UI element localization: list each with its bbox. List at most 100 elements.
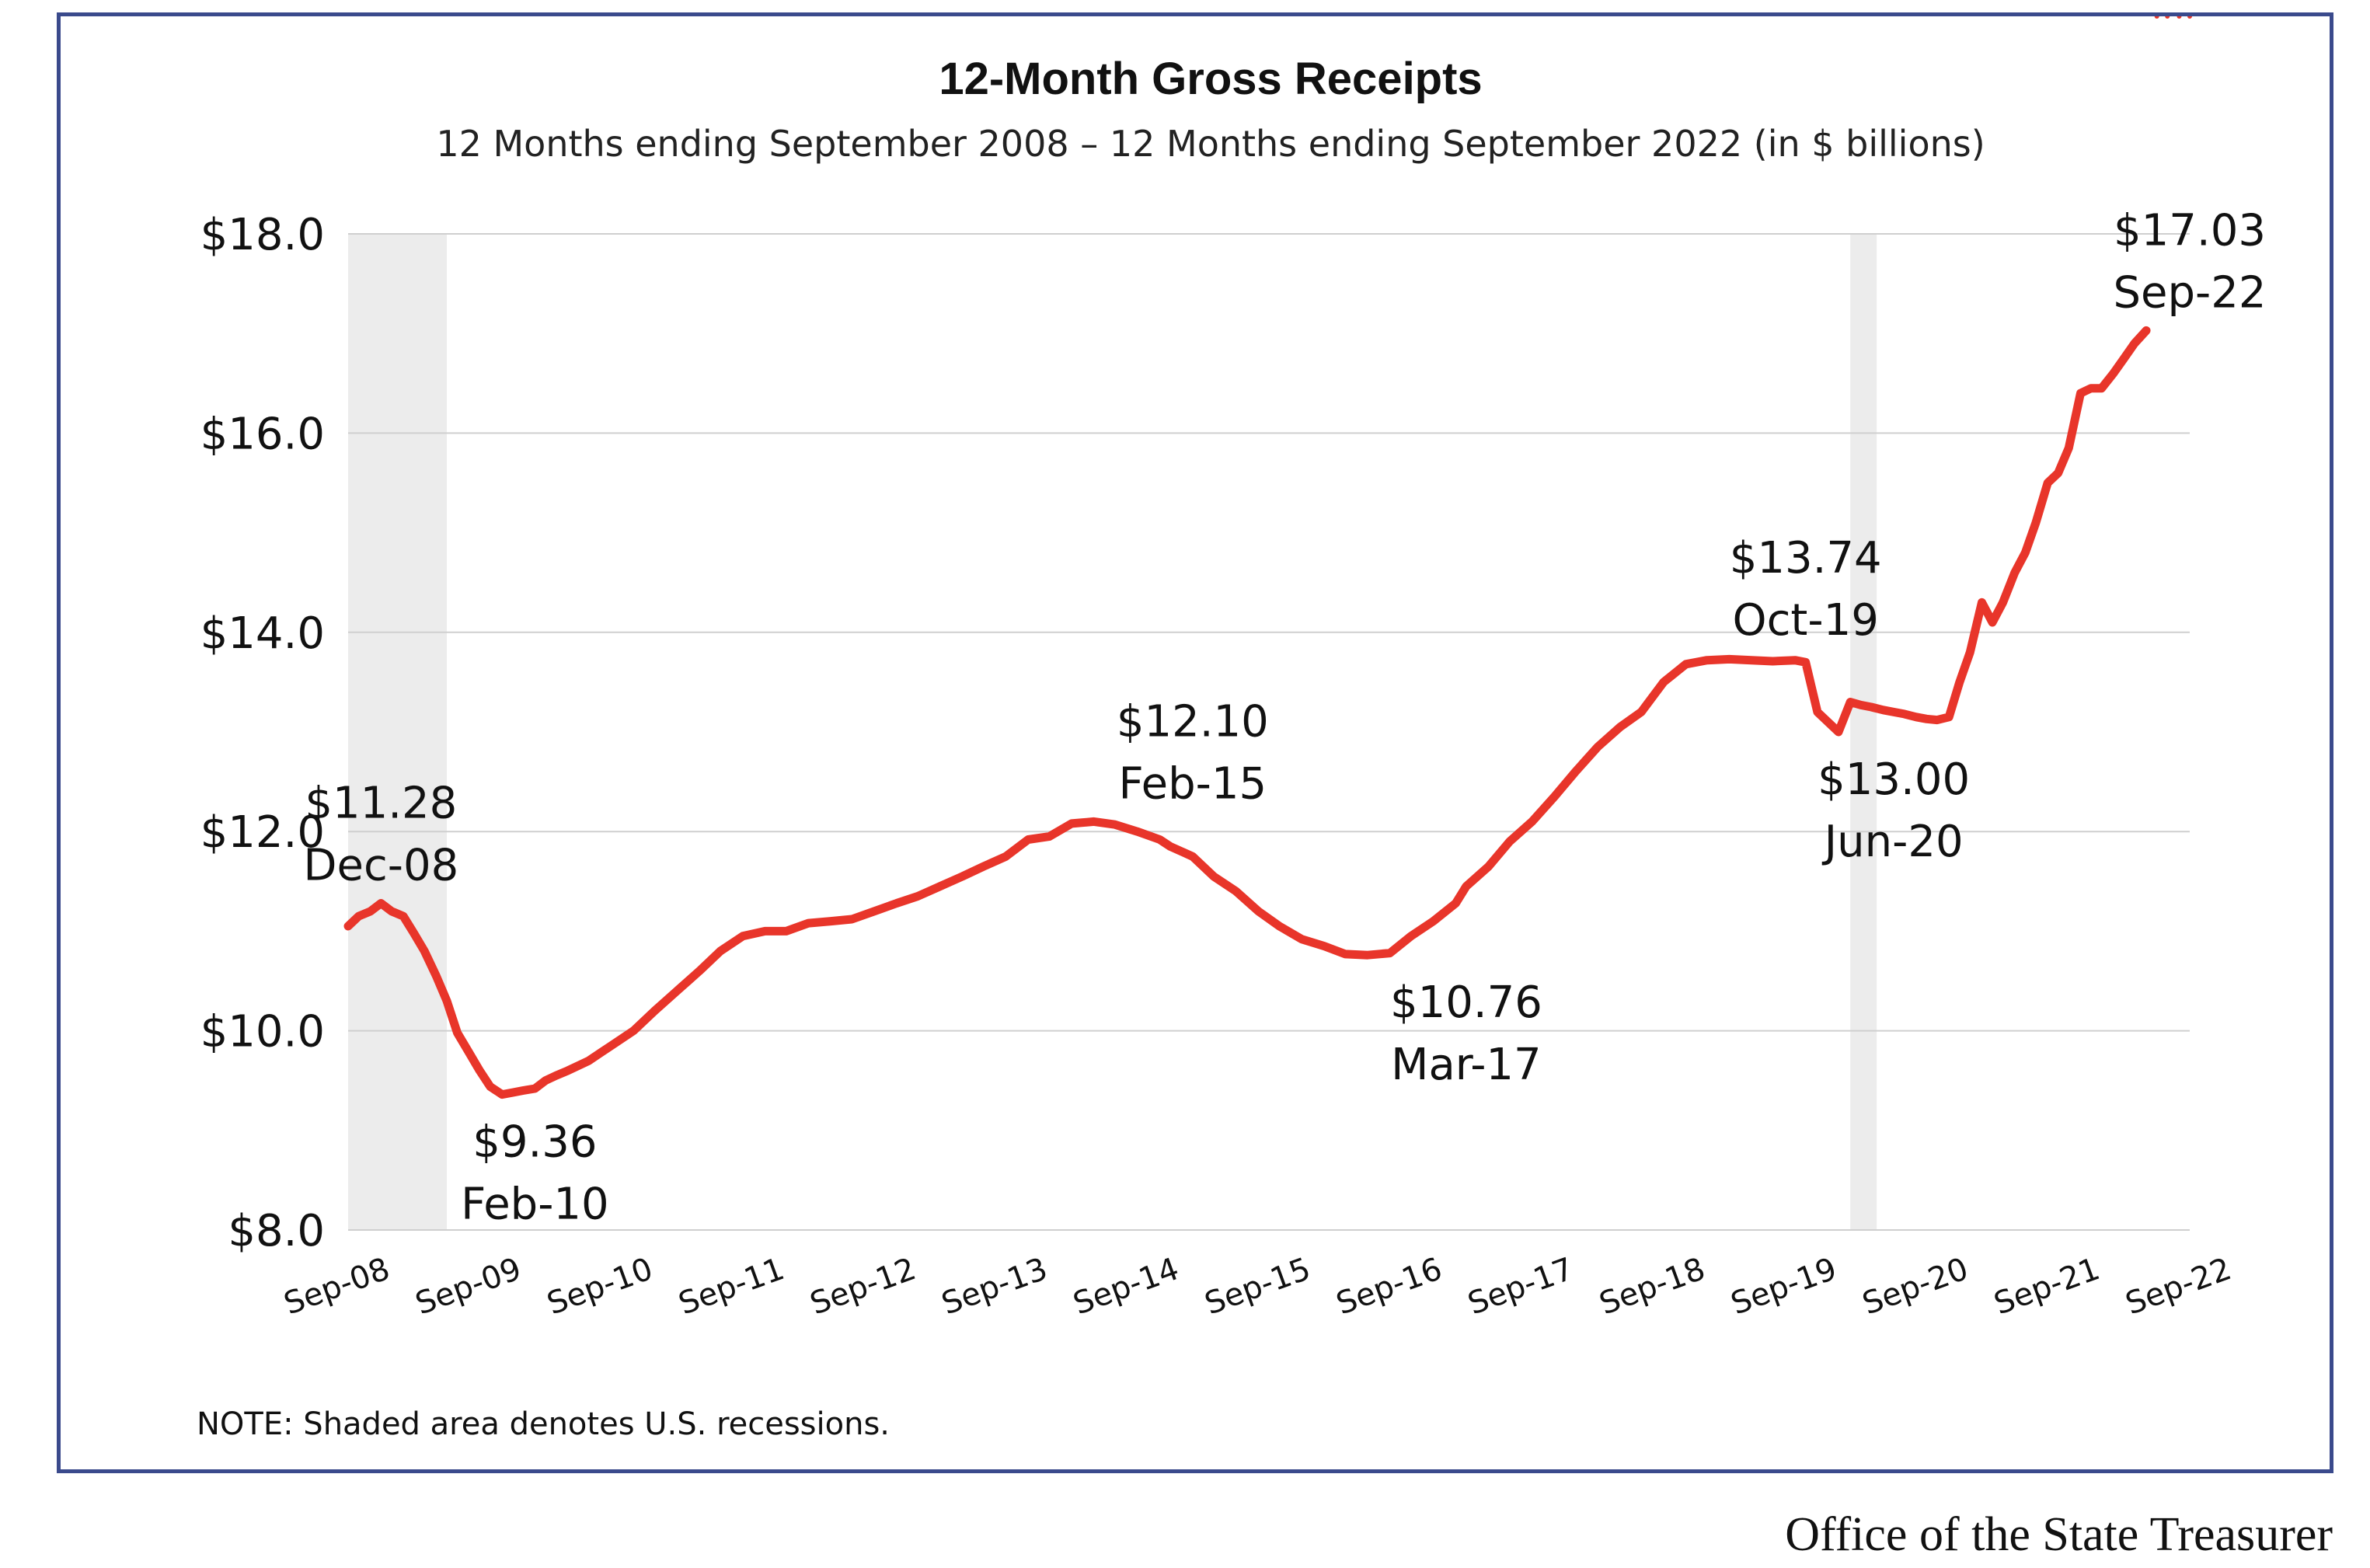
data-point [1529,819,1535,824]
data-point [828,918,834,924]
y-tick-label: $12.0 [200,807,325,858]
data-point [1595,744,1601,750]
annotation-value: $12.10 [1117,696,1269,747]
data-point [1299,936,1305,942]
data-point [1639,709,1644,715]
data-point [937,883,943,889]
data-point [2110,371,2116,376]
data-point [1277,923,1282,929]
data-point [368,908,373,914]
data-point [1880,707,1886,713]
data-point [960,873,965,879]
gridlines [348,233,2190,1231]
data-point [1431,918,1436,924]
data-point [1913,714,1919,720]
data-point [401,914,406,919]
data-point [2033,520,2038,525]
data-point [1901,711,1907,716]
line-chart: 12-Month Gross Receipts 12 Months ending… [197,16,2267,1442]
data-point [477,1068,483,1073]
data-point [1891,709,1897,715]
data-point [1934,717,1940,723]
data-point [2144,328,2149,333]
x-tick-label: Sep-11 [674,1251,789,1322]
x-tick-label: Sep-13 [937,1251,1052,1322]
annotations: $11.28 Dec-08 $9.36 Feb-10 $12.10 Feb-15 $10.7… [303,205,2266,1229]
data-point [586,1058,591,1064]
data-point [1848,699,1853,705]
data-point [2121,356,2127,361]
data-point [1157,837,1162,842]
data-point [444,998,449,1004]
data-point [1825,720,1831,725]
data-point [1924,716,1929,722]
x-tick-label: Sep-21 [1989,1251,2104,1322]
data-point [2045,480,2051,486]
data-point [1168,844,1173,849]
data-point [1486,864,1491,869]
data-point [2023,550,2028,556]
annotation-value: $9.36 [472,1117,597,1168]
x-tick-label: Sep-17 [1463,1251,1578,1322]
data-point [1463,883,1469,889]
x-tick-label: Sep-10 [542,1251,657,1322]
x-tick-label: Sep-08 [280,1251,395,1322]
data-point [1793,657,1798,663]
data-point [2012,570,2017,575]
data-point [1858,702,1863,708]
recession-band-2 [1850,234,1877,1230]
data-point [1990,619,1995,625]
data-point [389,908,394,914]
annotation-date: Sep-22 [2113,267,2266,318]
data-point [1552,794,1557,800]
data-point [1256,908,1261,914]
data-point [2177,16,2182,19]
y-tick-label: $18.0 [200,210,325,260]
annotation-date: Dec-08 [303,841,458,891]
annotation-date: Mar-17 [1391,1040,1542,1090]
data-point [1026,837,1031,842]
data-point [740,933,745,939]
data-point [1190,854,1195,859]
data-point [542,1078,548,1083]
data-point [1408,933,1413,939]
data-point [1617,724,1622,730]
recession-bands [348,234,1877,1230]
data-point [1704,657,1710,663]
data-point [1233,889,1239,894]
annotation-value: $13.00 [1818,754,1970,805]
data-point [608,1043,614,1048]
x-tick-label: Sep-22 [2121,1251,2236,1322]
data-point [1683,661,1689,667]
data-point [2099,385,2104,391]
data-point [2187,16,2192,19]
data-point [849,917,855,922]
data-point [2055,470,2061,476]
data-point [2089,385,2094,391]
data-point [576,1063,581,1068]
data-point [553,1073,559,1078]
y-tick-label: $16.0 [200,409,325,459]
series-layer [343,16,2192,1099]
annotation-date: Feb-15 [1119,758,1267,809]
data-point [2165,16,2170,19]
data-point [1814,709,1820,715]
data-point [1364,953,1370,958]
data-point [411,930,416,936]
data-point [894,901,899,906]
annotation-date: Feb-10 [461,1179,609,1230]
data-point [1003,854,1009,859]
data-point [1979,600,1985,605]
data-point [1770,658,1776,664]
data-point [806,921,811,926]
data-point [696,968,702,974]
data-point [1803,660,1808,665]
y-axis-ticks: $8.0 $10.0 $12.0 $14.0 $16.0 $18.0 [200,210,325,1256]
data-point [1661,679,1666,685]
annotation-date: Jun-20 [1822,817,1964,867]
data-point [1047,834,1052,839]
data-point [521,1088,526,1093]
annotation-date: Oct-19 [1733,595,1879,646]
x-tick-label: Sep-18 [1595,1251,1710,1322]
data-point [1749,657,1755,663]
